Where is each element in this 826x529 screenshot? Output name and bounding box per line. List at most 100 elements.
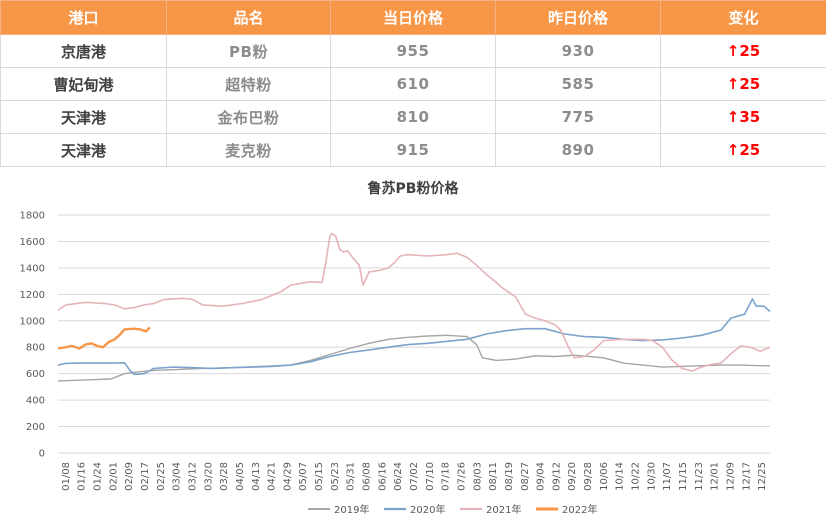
x-tick-label: 08/27: [520, 462, 531, 491]
legend-label: 2019年: [334, 503, 369, 516]
x-tick-label: 10/06: [599, 462, 610, 491]
x-tick-label: 10/30: [646, 462, 657, 491]
x-tick-label: 01/16: [77, 462, 88, 491]
x-tick-label: 02/09: [124, 462, 135, 491]
y-tick-label: 1000: [20, 316, 45, 327]
cell-today-price: 955: [330, 34, 496, 68]
x-tick-label: 03/12: [187, 462, 198, 491]
x-tick-label: 03/20: [203, 462, 214, 491]
y-tick-label: 0: [39, 449, 45, 460]
chart-title: 鲁苏PB粉价格: [367, 180, 460, 197]
cell-today-price: 810: [330, 100, 496, 134]
y-tick-label: 1200: [20, 290, 45, 301]
x-tick-label: 12/17: [741, 462, 752, 491]
cell-yesterday-price: 585: [495, 67, 661, 101]
cell-today-price: 915: [330, 133, 496, 167]
cell-yesterday-price: 775: [495, 100, 661, 134]
x-tick-label: 09/12: [551, 462, 562, 491]
y-tick-label: 1800: [20, 211, 45, 222]
header-port: 港口: [0, 0, 167, 35]
x-tick-label: 05/23: [330, 462, 341, 491]
x-tick-label: 12/25: [757, 462, 768, 491]
cell-today-price: 610: [330, 67, 496, 101]
header-product: 品名: [166, 0, 331, 35]
series-line-1: [57, 334, 770, 382]
x-tick-label: 06/08: [362, 462, 373, 491]
chart-gridlines: [58, 214, 770, 454]
x-axis-ticks: 01/08 01/16 01/24 02/01 02/09 02/17 02/25 03/04…: [61, 462, 768, 491]
x-tick-label: 02/01: [108, 462, 119, 491]
x-tick-label: 05/31: [346, 462, 357, 491]
table-row: 天津港 麦克粉 915 890 ↑25: [0, 133, 826, 167]
x-tick-label: 05/07: [298, 462, 309, 491]
x-tick-label: 08/19: [504, 462, 515, 491]
x-tick-label: 04/29: [282, 462, 293, 491]
x-tick-label: 08/11: [488, 462, 499, 491]
x-tick-label: 02/17: [140, 462, 151, 491]
cell-product: 麦克粉: [166, 133, 331, 167]
cell-change: ↑25: [660, 34, 826, 68]
x-tick-label: 06/16: [377, 462, 388, 491]
header-today-price: 当日价格: [330, 0, 496, 35]
cell-product: 金布巴粉: [166, 100, 331, 134]
series-line-4: [57, 326, 151, 350]
x-tick-label: 08/03: [472, 462, 483, 491]
x-tick-label: 06/24: [393, 462, 404, 491]
cell-product: 超特粉: [166, 67, 331, 101]
legend-label: 2022年: [562, 503, 597, 516]
x-tick-label: 12/01: [710, 462, 721, 491]
cell-port: 曹妃甸港: [0, 67, 167, 101]
cell-yesterday-price: 890: [495, 133, 661, 167]
y-axis-ticks: 0 200 400 600 800 1000 1200 1400 1600 1800: [20, 211, 45, 460]
chart-legend: 2019年 2020年 2021年 2022年: [308, 503, 597, 516]
x-tick-label: 07/02: [409, 462, 420, 491]
y-tick-label: 400: [26, 396, 45, 407]
cell-change: ↑35: [660, 100, 826, 134]
cell-yesterday-price: 930: [495, 34, 661, 68]
x-tick-label: 04/13: [251, 462, 262, 491]
table-row: 京唐港 PB粉 955 930 ↑25: [0, 34, 826, 68]
series-line-2: [57, 298, 771, 376]
table-row: 曹妃甸港 超特粉 610 585 ↑25: [0, 67, 826, 101]
cell-port: 京唐港: [0, 34, 167, 68]
y-tick-label: 1600: [20, 237, 45, 248]
y-tick-label: 1400: [20, 263, 45, 274]
x-tick-label: 11/23: [694, 462, 705, 491]
x-tick-label: 09/28: [583, 462, 594, 491]
x-tick-label: 10/22: [631, 462, 642, 491]
x-tick-label: 10/14: [615, 462, 626, 491]
x-tick-label: 09/04: [536, 462, 547, 491]
chart-series: [57, 232, 771, 382]
x-tick-label: 07/10: [425, 462, 436, 491]
y-tick-label: 200: [26, 422, 45, 433]
x-tick-label: 07/26: [456, 462, 467, 491]
x-tick-label: 01/08: [61, 462, 72, 491]
x-tick-label: 09/20: [567, 462, 578, 491]
x-tick-label: 11/07: [662, 462, 673, 491]
cell-port: 天津港: [0, 100, 167, 134]
x-tick-label: 03/28: [219, 462, 230, 491]
x-tick-label: 12/09: [725, 462, 736, 491]
cell-product: PB粉: [166, 34, 331, 68]
legend-label: 2020年: [410, 503, 445, 516]
cell-change: ↑25: [660, 67, 826, 101]
x-tick-label: 07/18: [441, 462, 452, 491]
header-change: 变化: [660, 0, 826, 35]
x-tick-label: 02/25: [156, 462, 167, 491]
x-tick-label: 05/15: [314, 462, 325, 491]
legend-label: 2021年: [486, 503, 521, 516]
x-tick-label: 03/04: [172, 462, 183, 491]
price-line-chart: 鲁苏PB粉价格 0 200 400 600 800 1000 1200 1400 1600 180…: [20, 180, 771, 516]
price-table: 港口 品名 当日价格 昨日价格 变化 京唐港 PB粉 955 930 ↑25 曹…: [0, 0, 826, 167]
header-yesterday-price: 昨日价格: [495, 0, 661, 35]
cell-port: 天津港: [0, 133, 167, 167]
x-tick-label: 01/24: [93, 462, 104, 491]
x-tick-label: 04/05: [235, 462, 246, 491]
table-header-row: 港口 品名 当日价格 昨日价格 变化: [0, 0, 826, 35]
y-tick-label: 800: [26, 343, 45, 354]
series-line-3: [57, 232, 771, 372]
x-tick-label: 04/21: [267, 462, 278, 491]
table-row: 天津港 金布巴粉 810 775 ↑35: [0, 100, 826, 134]
cell-change: ↑25: [660, 133, 826, 167]
y-tick-label: 600: [26, 369, 45, 380]
